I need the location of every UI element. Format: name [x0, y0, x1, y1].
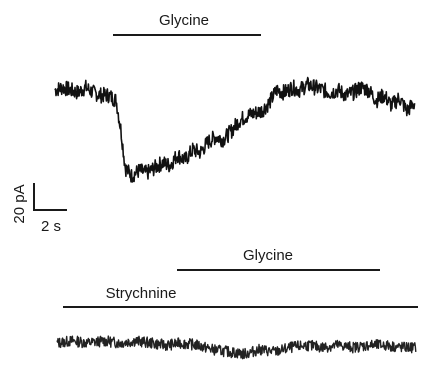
scale-bar-x-label: 2 s [41, 218, 61, 235]
scale-bar-y-label: 20 pA [11, 184, 28, 223]
top-panel: Glycine [54, 12, 416, 183]
bottom-panel: Glycine Strychnine [56, 247, 418, 360]
top-glycine-label: Glycine [159, 12, 209, 29]
strychnine-label: Strychnine [106, 285, 177, 302]
bottom-glycine-label: Glycine [243, 247, 293, 264]
bottom-current-trace [56, 335, 417, 360]
scale-bar: 20 pA 2 s [11, 183, 67, 235]
top-current-trace [54, 76, 416, 183]
